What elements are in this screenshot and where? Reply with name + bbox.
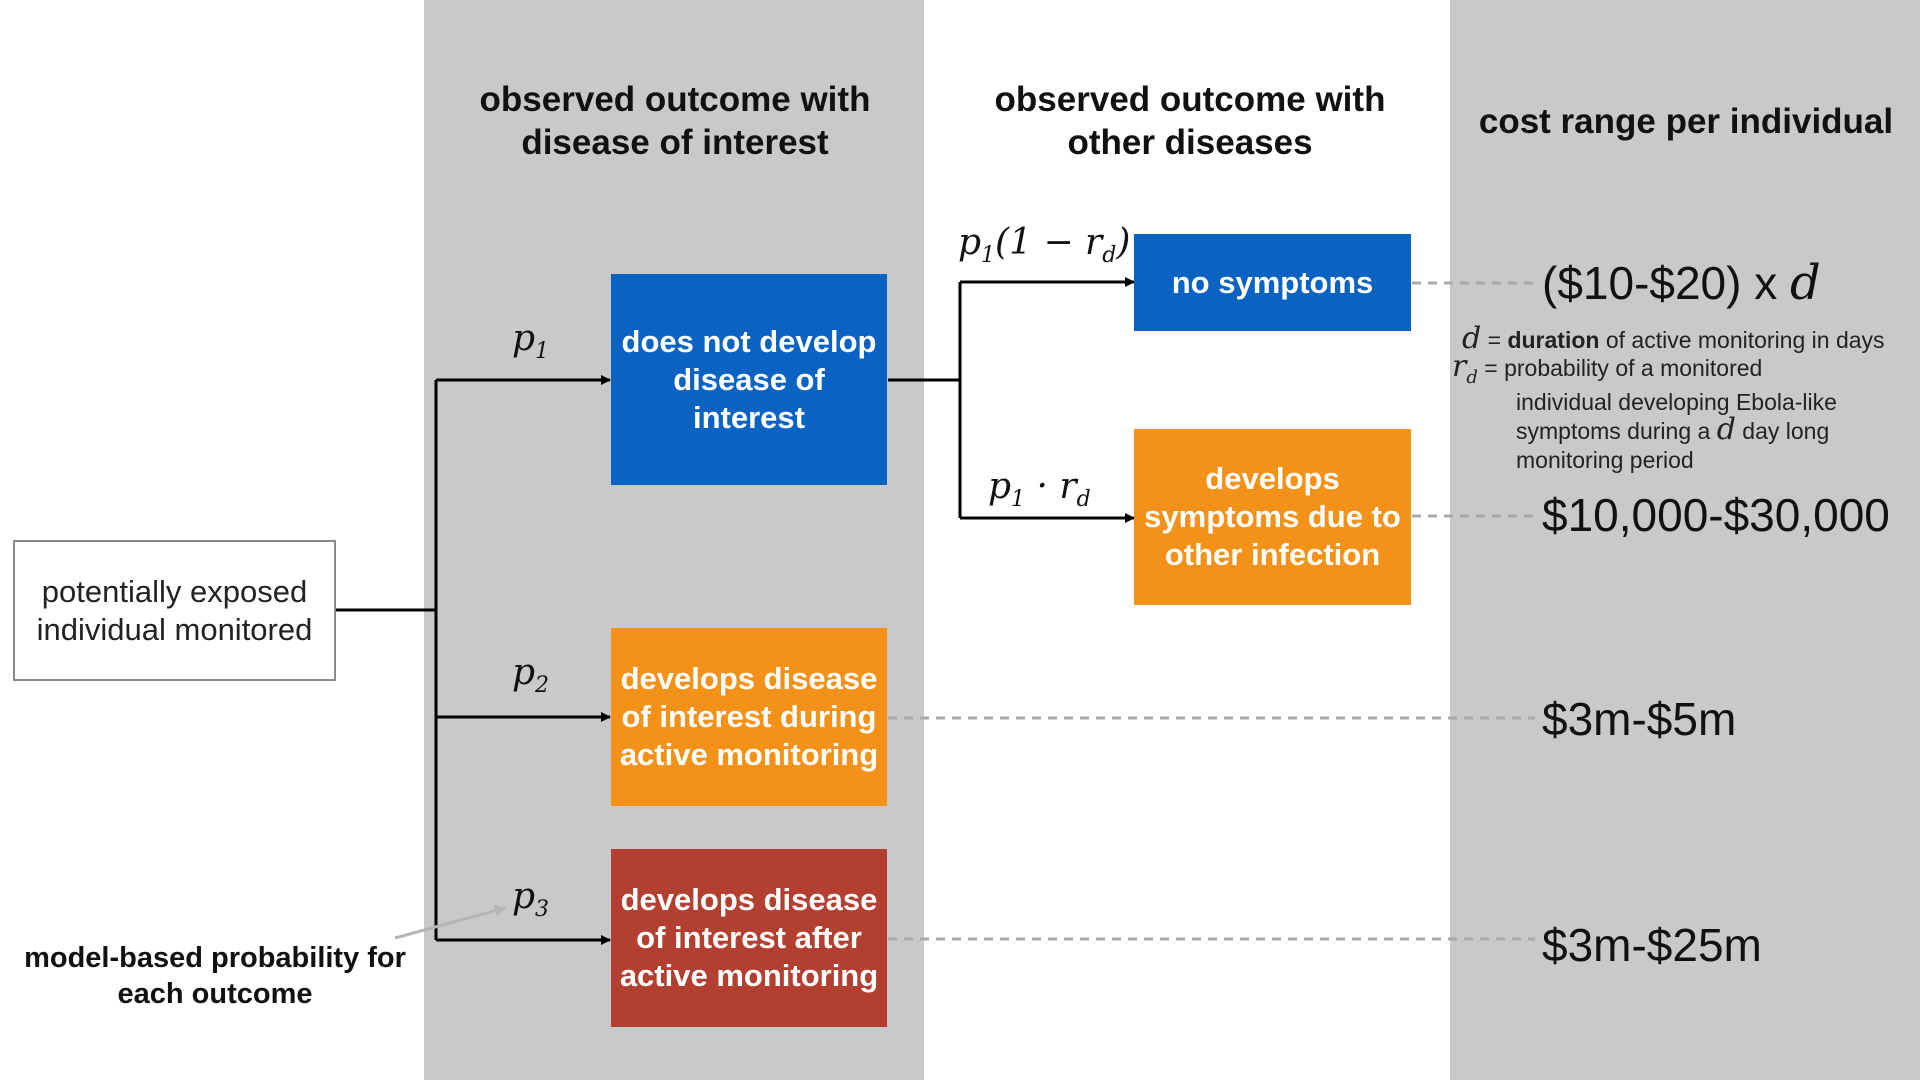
outcome-no-disease: does not develop disease of interest [611,274,887,485]
outcome-after-monitoring-label: develops disease of interest after activ… [619,882,879,993]
cost-after-monitoring: $3m-$25m [1542,919,1762,971]
prob-other-infection-mid-sub: d [1076,487,1091,513]
prob-p3-base: p [512,876,536,917]
outcome-during-monitoring: develops disease of interest during acti… [611,628,887,806]
prob-p3: p3 [512,876,549,922]
prob-p3-sub: 3 [535,897,550,923]
outcome-no-symptoms-label: no symptoms [1171,264,1374,300]
legend-rd-line3a: symptoms during a [1516,418,1717,444]
cost-other-infection: $10,000-$30,000 [1542,489,1890,541]
prob-no-symptoms-mid-sub: d [1102,243,1117,269]
column-title-other-diseases: observed outcome with other diseases [994,80,1386,162]
note-arrow [394,904,507,940]
legend-rd: rd = probability of a monitored [1452,352,1762,392]
prob-no-symptoms-post: ) [1116,222,1131,263]
legend-d: d = duration of active monitoring in day… [1462,324,1885,355]
legend-rd-line3-row: symptoms during a d day long [1516,415,1829,446]
prob-p2: p2 [512,652,549,698]
prob-other-infection-mid: · r [1025,466,1077,507]
outcome-no-disease-label: does not develop disease of interest [621,323,877,435]
prob-p1-base: p [512,318,536,359]
band-cost [1450,0,1920,1080]
legend-rd-line4-row: monitoring period [1516,446,1694,475]
legend-d-symbol: d [1462,321,1482,356]
column-title-cost: cost range per individual [1478,102,1894,141]
prob-p1-sub: 1 [535,339,550,365]
cost-no-symptoms-text: ($10-$20) x [1542,257,1791,309]
prob-other-infection: p1 · rd [988,466,1091,512]
legend-rd-symbol: rd [1452,349,1478,389]
outcome-no-symptoms: no symptoms [1134,234,1411,331]
start-node: potentially exposed individual monitored [13,540,336,681]
legend-d-bold: duration [1507,327,1600,353]
cost-no-symptoms-var: d [1790,255,1821,311]
legend-rd-sub: d [1466,367,1478,388]
cost-during-monitoring: $3m-$5m [1542,693,1737,745]
legend-rd-base: r [1452,349,1467,384]
start-node-label: potentially exposed individual monitored [36,573,313,647]
legend-rd-line3b: day long [1735,418,1830,444]
outcome-after-monitoring: develops disease of interest after activ… [611,849,887,1027]
column-title-disease-of-interest: observed outcome with disease of interes… [479,80,871,162]
legend-rd-line3-var: d [1716,412,1736,447]
legend-rd-line2-row: individual developing Ebola-like [1516,388,1837,417]
prob-no-symptoms-mid: (1 − r [995,222,1103,263]
prob-other-infection-pre: p [988,466,1012,507]
prob-p2-base: p [512,652,536,693]
prob-p2-sub: 2 [535,673,550,699]
legend-rd-line2: individual developing Ebola-like [1516,389,1837,415]
legend-d-rest: of active monitoring in days [1599,327,1885,353]
prob-other-infection-pre-sub: 1 [1011,487,1026,513]
prob-no-symptoms: p1(1 − rd) [958,222,1130,268]
cost-no-symptoms: ($10-$20) x d [1542,255,1821,311]
probability-note: model-based probability for each outcome [24,942,406,1010]
legend-rd-line4: monitoring period [1516,447,1694,473]
legend-rd-line1: = probability of a monitored [1477,355,1763,381]
outcome-during-monitoring-label: develops disease of interest during acti… [619,661,879,772]
prob-no-symptoms-pre: p [958,222,982,263]
outcome-other-infection-label: develops symptoms due to other infection [1144,461,1401,572]
outcome-other-infection: develops symptoms due to other infection [1134,429,1411,605]
prob-p1: p1 [512,318,549,364]
prob-no-symptoms-pre-sub: 1 [981,243,996,269]
legend-d-equals: = [1481,327,1508,353]
